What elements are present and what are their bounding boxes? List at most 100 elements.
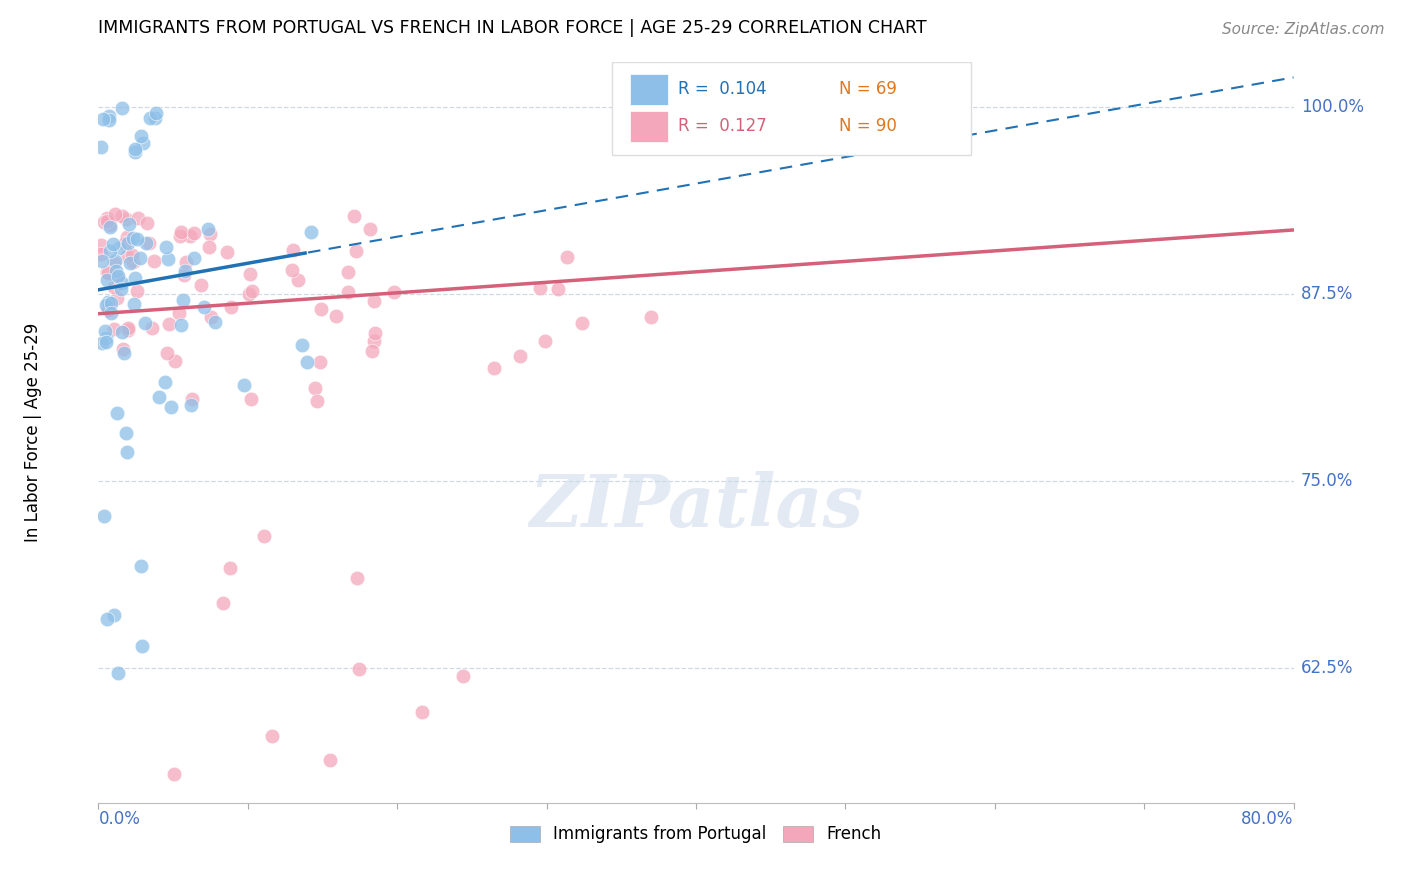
Point bbox=[183, 251, 205, 265]
Point bbox=[96, 611, 118, 625]
Point bbox=[90, 140, 112, 154]
Point bbox=[309, 355, 332, 369]
Point bbox=[103, 255, 125, 269]
Point bbox=[482, 361, 505, 376]
Point bbox=[117, 444, 139, 458]
Point bbox=[125, 285, 148, 299]
Point bbox=[115, 229, 138, 244]
Point bbox=[198, 239, 221, 253]
Point bbox=[283, 243, 305, 257]
Point bbox=[190, 277, 212, 292]
Point bbox=[297, 355, 319, 369]
Point bbox=[112, 346, 135, 360]
Text: N = 69: N = 69 bbox=[839, 80, 897, 98]
Point bbox=[124, 142, 146, 156]
Point bbox=[212, 596, 235, 610]
Point bbox=[153, 375, 176, 389]
Point bbox=[103, 607, 125, 622]
Point bbox=[135, 235, 157, 250]
Point bbox=[325, 309, 347, 323]
Point bbox=[336, 285, 359, 299]
Point bbox=[124, 145, 146, 159]
Point bbox=[179, 229, 201, 244]
Point bbox=[509, 349, 531, 363]
Point bbox=[174, 255, 197, 269]
Point bbox=[115, 425, 138, 440]
Point bbox=[129, 251, 152, 265]
Point bbox=[148, 390, 170, 404]
Point bbox=[96, 295, 118, 310]
Point bbox=[96, 273, 118, 287]
Point bbox=[96, 298, 118, 312]
Point bbox=[96, 264, 118, 278]
Point bbox=[96, 213, 118, 227]
Point bbox=[104, 207, 127, 221]
Point bbox=[239, 267, 262, 281]
Point bbox=[157, 318, 180, 332]
Point bbox=[174, 263, 197, 277]
Point bbox=[529, 280, 551, 294]
Point bbox=[219, 300, 242, 314]
Point bbox=[110, 209, 132, 223]
Point bbox=[359, 222, 381, 236]
Point bbox=[98, 109, 121, 123]
Point bbox=[121, 247, 143, 261]
Text: 62.5%: 62.5% bbox=[1301, 659, 1354, 677]
FancyBboxPatch shape bbox=[630, 111, 668, 142]
Point bbox=[200, 310, 222, 325]
Point bbox=[141, 321, 163, 335]
Point bbox=[121, 231, 143, 245]
FancyBboxPatch shape bbox=[613, 62, 972, 155]
Point bbox=[281, 263, 304, 277]
Point bbox=[129, 129, 152, 144]
Point bbox=[121, 255, 143, 269]
Text: In Labor Force | Age 25-29: In Labor Force | Age 25-29 bbox=[24, 323, 42, 542]
Point bbox=[114, 212, 136, 227]
Point bbox=[305, 393, 328, 408]
Legend: Immigrants from Portugal, French: Immigrants from Portugal, French bbox=[503, 819, 889, 850]
Point bbox=[169, 306, 191, 320]
Text: 87.5%: 87.5% bbox=[1301, 285, 1354, 303]
Point bbox=[238, 287, 260, 301]
Point bbox=[97, 303, 120, 318]
Point bbox=[94, 324, 117, 338]
Point bbox=[346, 571, 368, 585]
Point bbox=[139, 111, 162, 125]
Point bbox=[134, 317, 156, 331]
Point bbox=[156, 252, 179, 266]
Point bbox=[197, 222, 219, 236]
Point bbox=[363, 293, 385, 308]
Point bbox=[96, 331, 118, 345]
Point bbox=[262, 729, 284, 743]
Point bbox=[90, 336, 112, 351]
Point bbox=[198, 227, 221, 241]
Point bbox=[96, 211, 118, 225]
Point bbox=[98, 113, 121, 128]
Point bbox=[103, 280, 125, 294]
Point bbox=[304, 381, 326, 395]
Point bbox=[344, 244, 367, 259]
Point bbox=[100, 244, 122, 258]
Point bbox=[169, 229, 191, 244]
Text: 100.0%: 100.0% bbox=[1301, 98, 1364, 116]
Point bbox=[114, 236, 136, 251]
Point bbox=[118, 218, 141, 232]
Point bbox=[125, 232, 148, 246]
Point bbox=[363, 334, 385, 348]
Point bbox=[111, 325, 134, 339]
Point bbox=[94, 335, 117, 350]
Point bbox=[93, 215, 115, 229]
Point bbox=[287, 273, 309, 287]
Point bbox=[534, 334, 557, 348]
Point bbox=[181, 392, 204, 407]
Point bbox=[91, 254, 114, 268]
Point bbox=[103, 322, 125, 336]
Point bbox=[124, 271, 146, 285]
Text: 75.0%: 75.0% bbox=[1301, 472, 1354, 491]
Point bbox=[98, 220, 121, 235]
Point bbox=[240, 392, 263, 407]
Point bbox=[233, 378, 256, 392]
Point bbox=[219, 561, 242, 575]
Point bbox=[90, 238, 112, 252]
Point bbox=[101, 237, 124, 252]
